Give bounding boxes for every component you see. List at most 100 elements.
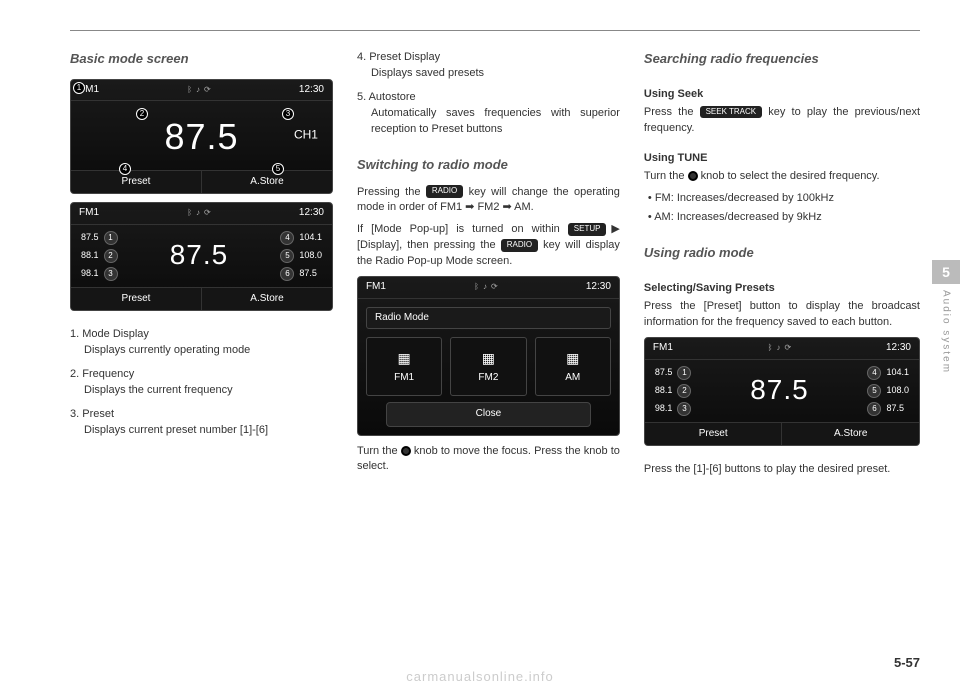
preset-freq: 104.1 [886,366,909,379]
radio-key-icon: RADIO [501,239,538,251]
callout-1: 1 [73,82,85,94]
preset-num: 3 [104,267,118,281]
list-num: 4. [357,51,366,63]
callout-3: 3 [282,108,294,120]
paragraph: Turn the knob to move the focus. Press t… [357,444,620,476]
heading-using-radio: Using radio mode [644,244,920,263]
preset-freq: 108.0 [299,249,322,262]
clock: 12:30 [299,206,324,221]
bullet-fm: FM: Increases/decreased by 100kHz [648,191,920,207]
preset-num: 4 [280,231,294,245]
knob-icon [688,171,698,181]
paragraph: If [Mode Pop-up] is turned on within SET… [357,222,620,270]
list-desc: Automatically saves frequencies with sup… [371,106,620,138]
mode-option: ▦FM1 [366,337,442,396]
screenshot-preset-mode: FM1 ᛒ♪⟳ 12:30 87.51 88.12 98.13 87.5 410… [70,202,333,311]
text: If [Mode Pop-up] is turned on within [357,223,568,235]
paragraph: Press the [Preset] button to display the… [644,299,920,331]
callout-5: 5 [272,163,284,175]
status-icons: ᛒ♪⟳ [766,341,794,356]
status-icons: ᛒ♪⟳ [185,83,213,98]
preset-button: Preset [645,423,783,446]
list-num: 5. [357,91,366,103]
preset-freq: 87.5 [655,366,673,379]
radio-key-icon: RADIO [426,185,463,197]
page-content: Basic mode screen FM1 ᛒ♪⟳ 12:30 87.5 CH1… [0,0,960,690]
knob-icon [401,446,411,456]
preset-freq: 108.0 [886,384,909,397]
paragraph: Pressing the RADIO key will change the o… [357,185,620,217]
channel-label: CH1 [294,127,318,144]
screenshot-basic-mode: FM1 ᛒ♪⟳ 12:30 87.5 CH1 Preset A.Store 1 … [70,79,333,194]
popup-title: Radio Mode [366,307,611,330]
preset-button: Preset [71,288,202,311]
list-num: 2. [70,368,79,380]
heading-switching: Switching to radio mode [357,156,620,175]
list-title: Frequency [82,368,134,380]
astore-button: A.Store [782,423,919,446]
screenshot-radio-popup: FM1 ᛒ♪⟳ 12:30 Radio Mode ▦FM1 ▦FM2 ▦AM C… [357,276,620,435]
preset-freq: 98.1 [81,267,99,280]
list-num: 1. [70,328,79,340]
chapter-tab: 5 Audio system [932,260,960,374]
bullet-am: AM: Increases/decreased by 9kHz [648,210,920,226]
subheading-seek: Using Seek [644,87,920,103]
chapter-number: 5 [932,260,960,284]
preset-num: 2 [104,249,118,263]
list-desc: Displays saved presets [371,66,620,82]
preset-num: 4 [867,366,881,380]
frequency-display: 87.5 [750,370,809,411]
list-title: Autostore [369,91,416,103]
chapter-label: Audio system [941,290,952,374]
clock: 12:30 [886,341,911,356]
paragraph: Turn the knob to select the desired freq… [644,169,920,185]
mode-option: ▦AM [535,337,611,396]
radio-icon: ▦ [451,348,525,368]
text: Press the [644,106,700,118]
list-title: Preset [82,408,114,420]
callout-2: 2 [136,108,148,120]
mode-label: FM1 [653,341,673,356]
preset-freq: 87.5 [886,402,904,415]
paragraph: Press the [1]-[6] buttons to play the de… [644,462,920,478]
list-title: Mode Display [82,328,149,340]
watermark: carmanualsonline.info [0,669,960,684]
list-desc: Displays currently operating mode [84,343,333,359]
page-number: 5-57 [894,655,920,670]
paragraph: Press the SEEK TRACK key to play the pre… [644,105,920,137]
astore-button: A.Store [202,288,332,311]
mode-option: ▦FM2 [450,337,526,396]
mode-label: FM1 [79,206,99,221]
definition-list: 1. Mode Display Displays currently operat… [70,327,333,447]
preset-num: 6 [867,402,881,416]
frequency-display: 87.5 [71,111,332,163]
preset-num: 2 [677,384,691,398]
screenshot-presets: FM1 ᛒ♪⟳ 12:30 87.51 88.12 98.13 87.5 410… [644,337,920,446]
frequency-display: 87.5 [170,235,229,276]
text: Pressing the [357,186,426,198]
preset-freq: 98.1 [655,402,673,415]
header-rule [70,30,920,31]
list-title: Preset Display [369,51,440,63]
preset-freq: 88.1 [655,384,673,397]
clock: 12:30 [299,83,324,98]
preset-button: Preset [71,171,202,194]
list-num: 3. [70,408,79,420]
column-2: 4. Preset DisplayDisplays saved presets … [357,50,620,660]
column-1: Basic mode screen FM1 ᛒ♪⟳ 12:30 87.5 CH1… [70,50,333,660]
preset-num: 3 [677,402,691,416]
status-icons: ᛒ♪⟳ [472,280,500,295]
heading-searching: Searching radio frequencies [644,50,920,69]
subheading-tune: Using TUNE [644,151,920,167]
preset-freq: 87.5 [299,267,317,280]
list-desc: Displays the current frequency [84,383,333,399]
radio-icon: ▦ [536,348,610,368]
preset-num: 1 [104,231,118,245]
heading-basic-mode: Basic mode screen [70,50,333,69]
subheading-presets: Selecting/Saving Presets [644,281,920,297]
preset-num: 6 [280,267,294,281]
callout-4: 4 [119,163,131,175]
preset-freq: 88.1 [81,249,99,262]
mode-label: FM1 [366,280,386,295]
setup-key-icon: SETUP [568,223,607,235]
